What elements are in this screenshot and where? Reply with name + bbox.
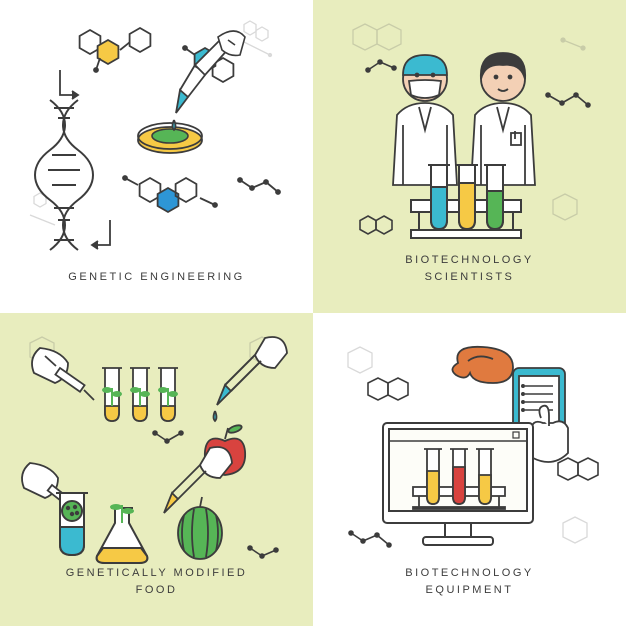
panel-biotechnology-equipment: BIOTECHNOLOGY EQUIPMENT — [313, 313, 626, 626]
caption-line: EQUIPMENT — [405, 582, 533, 599]
caption-biotechnology-scientists: BIOTECHNOLOGY SCIENTISTS — [405, 252, 533, 285]
caption-line: SCIENTISTS — [405, 269, 533, 286]
caption-line: GENETICALLY MODIFIED — [66, 565, 248, 582]
panel-biotechnology-scientists: BIOTECHNOLOGY SCIENTISTS — [313, 0, 626, 313]
caption-line: BIOTECHNOLOGY — [405, 252, 533, 269]
caption-biotech-equipment: BIOTECHNOLOGY EQUIPMENT — [405, 565, 533, 598]
caption-gm-food: GENETICALLY MODIFIED FOOD — [66, 565, 248, 598]
panel-genetic-engineering: GENETIC ENGINEERING — [0, 0, 313, 313]
caption-line: BIOTECHNOLOGY — [405, 565, 533, 582]
panel-genetically-modified-food: GENETICALLY MODIFIED FOOD — [0, 313, 313, 626]
caption-line: FOOD — [66, 582, 248, 599]
caption-genetic-engineering: GENETIC ENGINEERING — [68, 269, 244, 286]
caption-line: GENETIC ENGINEERING — [68, 269, 244, 286]
genetic-engineering-art — [0, 0, 313, 313]
